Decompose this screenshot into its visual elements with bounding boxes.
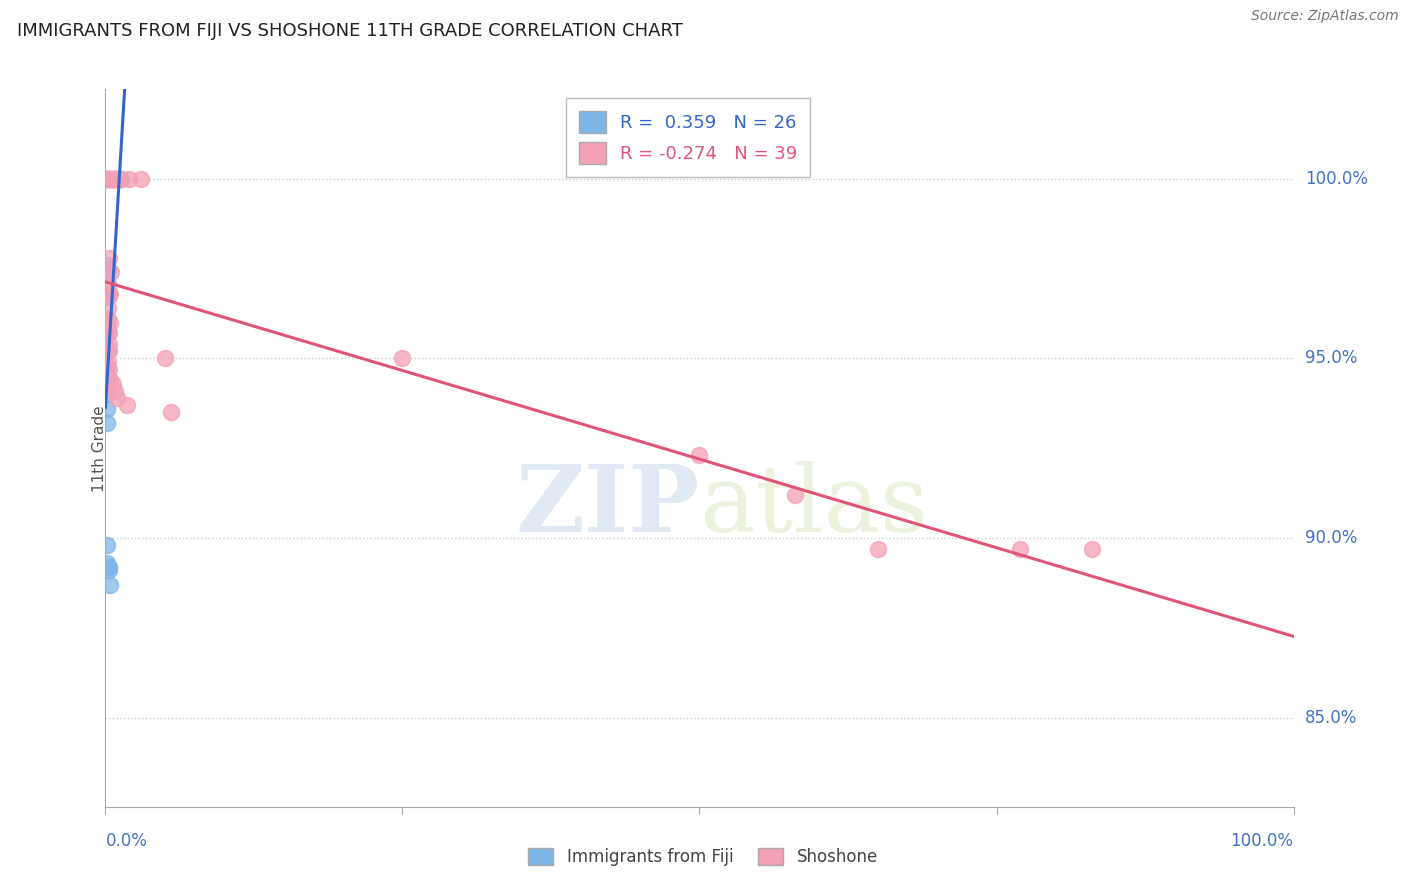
- Point: [97, 559, 120, 574]
- Point: [110, 172, 132, 186]
- Point: [100, 265, 122, 279]
- Point: [97, 172, 120, 186]
- Point: [105, 391, 128, 405]
- Point: [96, 416, 118, 430]
- Point: [105, 172, 128, 186]
- Point: [97, 312, 120, 326]
- Point: [96, 258, 118, 272]
- Point: [96, 359, 118, 373]
- Point: [783, 488, 806, 502]
- Point: [97, 265, 120, 279]
- Point: [96, 316, 118, 330]
- Point: [101, 376, 124, 391]
- Point: [98, 286, 121, 301]
- Point: [108, 172, 131, 186]
- Point: [97, 344, 120, 359]
- Point: [98, 563, 121, 577]
- Text: 100.0%: 100.0%: [1305, 170, 1368, 188]
- Legend: R =  0.359   N = 26, R = -0.274   N = 39: R = 0.359 N = 26, R = -0.274 N = 39: [567, 98, 810, 177]
- Point: [104, 384, 127, 398]
- Point: [97, 261, 120, 276]
- Point: [689, 449, 711, 463]
- Text: 0.0%: 0.0%: [105, 831, 148, 849]
- Text: Source: ZipAtlas.com: Source: ZipAtlas.com: [1251, 9, 1399, 23]
- Point: [97, 326, 120, 341]
- Point: [97, 355, 120, 369]
- Point: [104, 172, 127, 186]
- Point: [97, 172, 120, 186]
- Point: [96, 172, 118, 186]
- Point: [153, 351, 176, 366]
- Point: [101, 172, 124, 186]
- Point: [98, 337, 121, 351]
- Point: [96, 323, 118, 337]
- Point: [98, 559, 121, 574]
- Point: [98, 251, 121, 265]
- Point: [98, 286, 121, 301]
- Text: IMMIGRANTS FROM FIJI VS SHOSHONE 11TH GRADE CORRELATION CHART: IMMIGRANTS FROM FIJI VS SHOSHONE 11TH GR…: [17, 22, 683, 40]
- Legend: Immigrants from Fiji, Shoshone: Immigrants from Fiji, Shoshone: [522, 841, 884, 873]
- Point: [159, 405, 181, 419]
- Point: [98, 172, 121, 186]
- Point: [98, 316, 121, 330]
- Point: [96, 369, 118, 384]
- Point: [98, 326, 121, 341]
- Point: [98, 362, 121, 376]
- Point: [96, 341, 118, 355]
- Point: [96, 387, 118, 401]
- Point: [1080, 541, 1102, 556]
- Text: 85.0%: 85.0%: [1305, 708, 1357, 726]
- Point: [98, 172, 121, 186]
- Point: [97, 301, 120, 316]
- Point: [866, 541, 889, 556]
- Point: [97, 276, 120, 290]
- Point: [98, 373, 121, 387]
- Point: [107, 172, 129, 186]
- Text: ZIP: ZIP: [515, 460, 700, 550]
- Point: [391, 351, 413, 366]
- Point: [98, 344, 121, 359]
- Point: [100, 172, 122, 186]
- Point: [97, 172, 120, 186]
- Point: [96, 401, 118, 416]
- Point: [101, 172, 124, 186]
- Text: 100.0%: 100.0%: [1230, 831, 1294, 849]
- Point: [96, 538, 118, 552]
- Point: [1010, 541, 1032, 556]
- Point: [96, 286, 118, 301]
- Point: [98, 577, 121, 591]
- Point: [103, 172, 125, 186]
- Point: [129, 172, 152, 186]
- Y-axis label: 11th Grade: 11th Grade: [93, 405, 107, 491]
- Text: 95.0%: 95.0%: [1305, 350, 1357, 368]
- Point: [115, 398, 138, 412]
- Point: [96, 556, 118, 570]
- Text: atlas: atlas: [700, 460, 929, 550]
- Point: [97, 290, 120, 304]
- Point: [118, 172, 141, 186]
- Point: [104, 172, 127, 186]
- Text: 90.0%: 90.0%: [1305, 529, 1357, 547]
